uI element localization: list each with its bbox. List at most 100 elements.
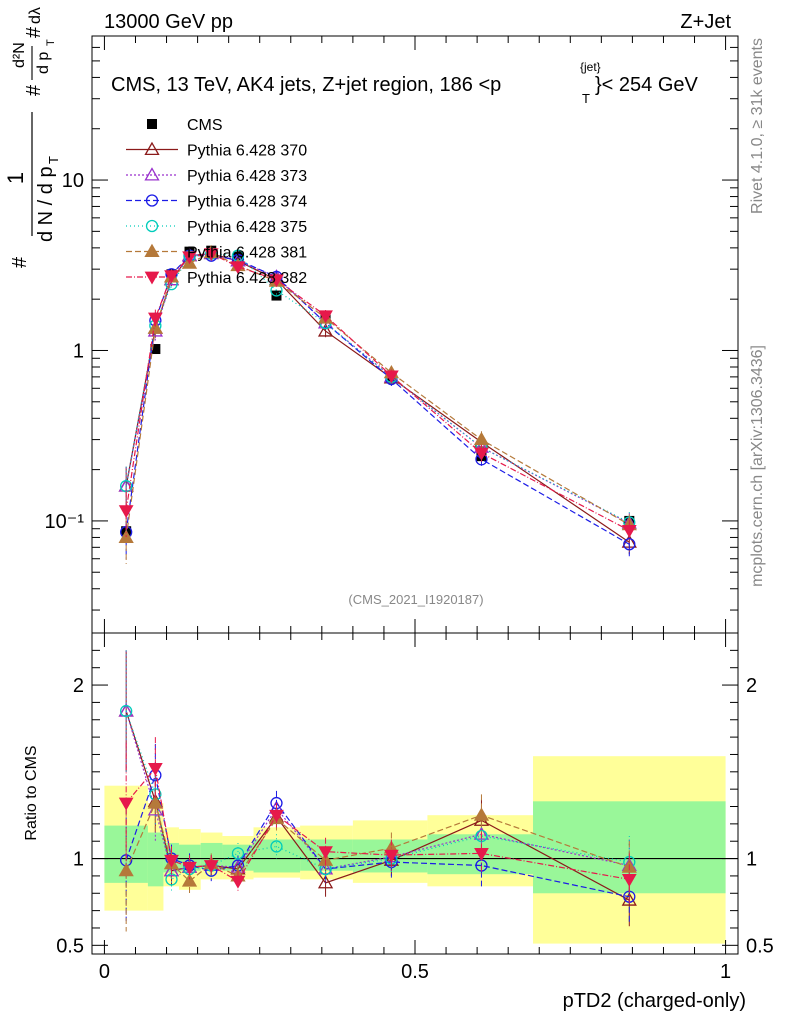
legend-item: Pythia 6.428 375 — [126, 219, 307, 236]
series-line — [125, 251, 630, 538]
series-pythia-6428-381 — [118, 244, 637, 564]
ratio-y-tick-label-left: 0.5 — [56, 935, 84, 957]
main-data-layer — [118, 244, 637, 564]
header-right: Z+Jet — [680, 11, 731, 33]
ratio-y-tick-label-right: 0.5 — [746, 935, 774, 957]
data-point — [118, 505, 134, 519]
ratio-point — [231, 847, 245, 860]
series-line — [125, 253, 630, 543]
ratio-y-tick-label-right: 1 — [746, 849, 757, 871]
legend-label: CMS — [187, 117, 223, 134]
ratio-point — [164, 854, 179, 868]
ratio-point — [120, 704, 133, 718]
ratio-point — [621, 874, 637, 887]
series-pythia-6428-370 — [118, 245, 637, 555]
main-plot-panel: 10⁻¹ 1 10 CMS, 13 TeV, AK4 jets, Z+jet reg… — [45, 35, 739, 634]
ratio-point — [230, 875, 246, 889]
legend-label: Pythia 6.428 374 — [187, 194, 307, 211]
ratio-point — [147, 762, 163, 776]
legend-marker — [144, 141, 160, 156]
ylabel-dl: dλ — [27, 7, 44, 24]
ratio-series-pythia-6428-382 — [118, 737, 637, 906]
legend-item: Pythia 6.428 381 — [126, 243, 307, 262]
series-line — [125, 253, 630, 523]
ylabel-prefix: # — [9, 256, 31, 268]
legend-label: Pythia 6.428 373 — [187, 168, 307, 185]
legend-marker — [145, 219, 159, 233]
ylabel-dn: d N / d p — [35, 166, 57, 242]
ratio-point — [384, 849, 399, 863]
x-tick-label: 0.5 — [401, 961, 429, 983]
ratio-point — [473, 807, 490, 821]
ylabel-d2n: d²N — [11, 42, 28, 68]
ylabel-hash-a: # — [23, 84, 45, 96]
ratio-point — [270, 840, 283, 853]
main-y-tick-label: 1 — [73, 340, 84, 362]
data-point — [473, 431, 490, 446]
ratio-y-tick-label-left: 1 — [73, 849, 84, 871]
ratio-point — [118, 797, 134, 811]
data-point — [623, 538, 636, 551]
data-point — [317, 323, 334, 337]
ylabel-one: 1 — [3, 172, 28, 184]
plot-title-sub: T — [582, 91, 590, 106]
data-point — [269, 274, 284, 288]
series-cms — [121, 245, 635, 544]
ratio-plot-panel: 0.5 0.51 12 2 0 0.5 1 Ratio to CMS — [23, 632, 774, 983]
header-left: 13000 GeV pp — [104, 11, 233, 33]
legend-marker — [145, 194, 159, 207]
ratio-y-axis: 0.5 0.5 1 1 2 2 — [56, 649, 774, 957]
analysis-watermark: (CMS_2021_I1920187) — [348, 592, 483, 607]
legend-item: Pythia 6.428 382 — [126, 270, 307, 287]
data-point — [150, 344, 161, 355]
band-green — [147, 832, 164, 887]
ratio-point — [318, 846, 333, 860]
data-point — [147, 312, 163, 326]
plot-title-main: CMS, 13 TeV, AK4 jets, Z+jet region, 186… — [111, 74, 501, 96]
ylabel-t2: T — [45, 39, 57, 46]
mcplots-reference-label: mcplots.cern.ch [arXiv:1306.3436] — [749, 345, 766, 587]
main-y-tick-label: 10 — [62, 170, 84, 192]
legend-item: Pythia 6.428 370 — [126, 141, 307, 160]
data-point — [147, 320, 163, 334]
legend-item: Pythia 6.428 373 — [126, 167, 307, 185]
data-point — [182, 251, 197, 265]
series-pythia-6428-382 — [118, 248, 637, 543]
ratio-point — [181, 873, 198, 887]
series-line — [125, 253, 630, 524]
main-y-axis: 10⁻¹ 1 10 — [45, 35, 738, 611]
legend-marker — [147, 119, 157, 129]
ratio-point — [317, 875, 334, 889]
legend-label: Pythia 6.428 375 — [187, 219, 307, 236]
data-point — [230, 261, 246, 275]
series-pythia-6428-374 — [120, 249, 636, 559]
data-point — [203, 248, 219, 262]
band-green — [253, 839, 301, 873]
x-tick-label: 1 — [720, 961, 731, 983]
legend-marker — [144, 167, 160, 181]
legend-marker — [144, 271, 160, 285]
ratio-point — [203, 860, 219, 874]
data-point — [384, 370, 399, 384]
main-y-tick-label: 10⁻¹ — [45, 511, 85, 533]
main-y-label: # 1 d N / d p T # d²N d p T # dλ — [3, 7, 61, 268]
legend-label: Pythia 6.428 370 — [187, 143, 307, 160]
series-line — [125, 253, 630, 531]
data-point — [318, 310, 333, 324]
legend-label: Pythia 6.428 382 — [187, 270, 307, 287]
x-tick-label: 0 — [99, 961, 110, 983]
ylabel-t1: T — [46, 156, 61, 164]
rivet-version-label: Rivet 4.1.0, ≥ 31k events — [749, 38, 766, 214]
data-point — [621, 525, 637, 538]
ylabel-hash-b: # — [23, 26, 45, 38]
legend-marker — [144, 243, 160, 258]
ratio-point — [118, 862, 134, 877]
main-x-ticks — [103, 36, 727, 633]
ratio-data-layer — [118, 650, 637, 932]
ratio-point — [147, 795, 163, 809]
ylabel-dpt: d p — [35, 52, 52, 74]
ratio-y-tick-label-right: 2 — [746, 675, 757, 697]
x-axis-label: pTD2 (charged-only) — [563, 990, 746, 1012]
ratio-y-label: Ratio to CMS — [23, 745, 40, 840]
